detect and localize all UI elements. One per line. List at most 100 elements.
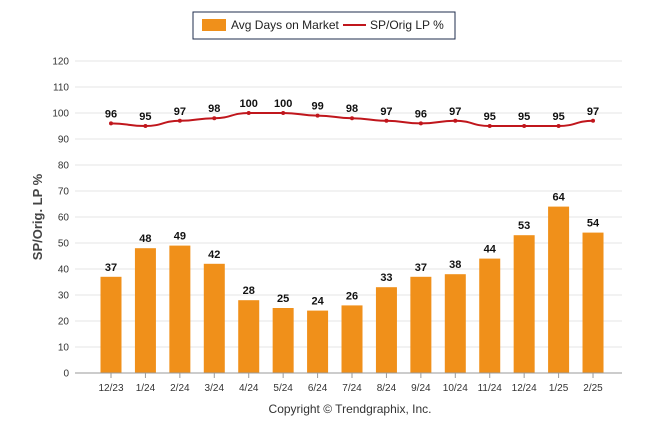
y-tick-label: 120 <box>52 57 69 68</box>
bar-value-label: 26 <box>346 290 358 302</box>
bar <box>272 308 294 373</box>
legend-swatch-bar <box>202 19 226 31</box>
line-point <box>556 124 561 128</box>
y-tick-label: 0 <box>63 369 69 380</box>
y-tick-label: 30 <box>58 291 70 302</box>
x-tick-label: 4/24 <box>239 383 259 394</box>
line-point <box>109 121 113 126</box>
x-tick-label: 1/24 <box>136 383 156 394</box>
bar <box>444 274 466 373</box>
line-value-label: 99 <box>311 101 323 113</box>
x-tick-label: 11/24 <box>478 383 503 394</box>
x-tick-label: 5/24 <box>273 383 293 394</box>
y-axis-ticks: 0 10 20 30 40 50 60 70 80 90 100 110 120 <box>52 57 69 380</box>
line-value-label: 96 <box>105 108 117 120</box>
line-value-label: 100 <box>240 98 258 110</box>
bar-value-label: 25 <box>277 293 289 305</box>
bar-value-label: 42 <box>208 249 220 261</box>
line-point <box>384 118 389 123</box>
line-value-label: 96 <box>415 108 427 120</box>
bar <box>134 248 156 373</box>
line-value-label: 95 <box>139 111 151 123</box>
bar <box>582 232 604 373</box>
legend-label-bar: Avg Days on Market <box>231 18 339 32</box>
line-value-label: 95 <box>484 111 496 123</box>
line-value-label: 100 <box>274 98 292 110</box>
line-point <box>522 124 527 128</box>
copyright-text: Copyright © Trendgraphix, Inc. <box>269 402 432 416</box>
bar-value-label: 38 <box>449 259 461 271</box>
bar <box>169 245 191 373</box>
x-tick-label: 12/23 <box>98 383 123 394</box>
legend-box <box>192 11 456 40</box>
x-tick-label: 6/24 <box>308 383 328 394</box>
line-point <box>246 111 251 115</box>
y-tick-label: 10 <box>58 343 70 354</box>
bar <box>479 258 501 373</box>
x-tick-label: 8/24 <box>377 383 397 394</box>
legend-label-line: SP/Orig LP % <box>370 18 444 32</box>
bar <box>238 300 260 373</box>
line-value-label: 98 <box>208 103 220 115</box>
bar-value-label: 33 <box>380 272 392 284</box>
bar-value-label: 54 <box>587 218 600 230</box>
line-point <box>143 124 148 128</box>
y-tick-label: 20 <box>58 317 70 328</box>
y-tick-label: 70 <box>58 187 70 198</box>
line-point <box>591 118 596 123</box>
x-tick-label: 1/25 <box>549 383 569 394</box>
line-value-label: 97 <box>380 106 392 118</box>
x-tick-label: 10/24 <box>443 383 468 394</box>
x-tick-label: 12/24 <box>512 383 537 394</box>
bar <box>375 287 397 373</box>
x-tick-label: 9/24 <box>411 383 431 394</box>
line-value-label: 95 <box>552 111 564 123</box>
bar-value-label: 37 <box>415 262 427 274</box>
line-value-label: 97 <box>174 106 186 118</box>
bar-value-label: 53 <box>518 220 530 232</box>
y-tick-label: 80 <box>58 161 70 172</box>
bar <box>410 276 432 373</box>
x-tick-label: 3/24 <box>205 383 225 394</box>
line-series <box>109 111 596 128</box>
bar <box>307 310 329 373</box>
line-data-labels: 96 95 97 98 100 100 99 98 97 96 97 95 95 95 97 <box>105 98 599 123</box>
line-point <box>281 111 286 115</box>
bar-data-labels: 37 48 49 42 28 25 24 26 33 37 38 44 53 64 54 <box>105 192 600 308</box>
bar <box>513 235 535 373</box>
bar-value-label: 37 <box>105 262 117 274</box>
line-value-label: 97 <box>449 106 461 118</box>
bar <box>203 263 225 373</box>
line-value-label: 98 <box>346 103 358 115</box>
bar <box>100 276 122 373</box>
line-point <box>487 124 492 128</box>
x-tick-label: 2/24 <box>170 383 190 394</box>
y-tick-label: 100 <box>52 109 69 120</box>
line-point <box>350 116 355 121</box>
bar-value-label: 48 <box>139 233 151 245</box>
x-axis-ticks: 12/23 1/24 2/24 3/24 4/24 5/24 6/24 7/24 8/24 9/2… <box>98 373 603 394</box>
y-axis-label: SP/Orig. LP % <box>30 173 45 260</box>
bar-value-label: 24 <box>311 296 324 308</box>
line-point <box>418 121 423 126</box>
line-value-label: 95 <box>518 111 530 123</box>
y-tick-label: 50 <box>58 239 70 250</box>
bar-value-label: 49 <box>174 231 186 243</box>
y-tick-label: 60 <box>58 213 70 224</box>
line-point <box>177 118 182 123</box>
bar-value-label: 64 <box>552 192 565 204</box>
legend: Avg Days on Market SP/Orig LP % <box>192 11 456 40</box>
line-point <box>453 118 458 123</box>
line-point <box>315 113 320 118</box>
y-tick-label: 40 <box>58 265 70 276</box>
bar-value-label: 28 <box>243 285 255 297</box>
y-tick-label: 90 <box>58 135 70 146</box>
y-tick-label: 110 <box>53 83 69 94</box>
line-point <box>212 116 217 121</box>
bar <box>548 206 570 373</box>
bar-series <box>100 206 604 373</box>
bar-value-label: 44 <box>484 244 497 256</box>
x-tick-label: 7/24 <box>342 383 362 394</box>
x-tick-label: 2/25 <box>583 383 603 394</box>
